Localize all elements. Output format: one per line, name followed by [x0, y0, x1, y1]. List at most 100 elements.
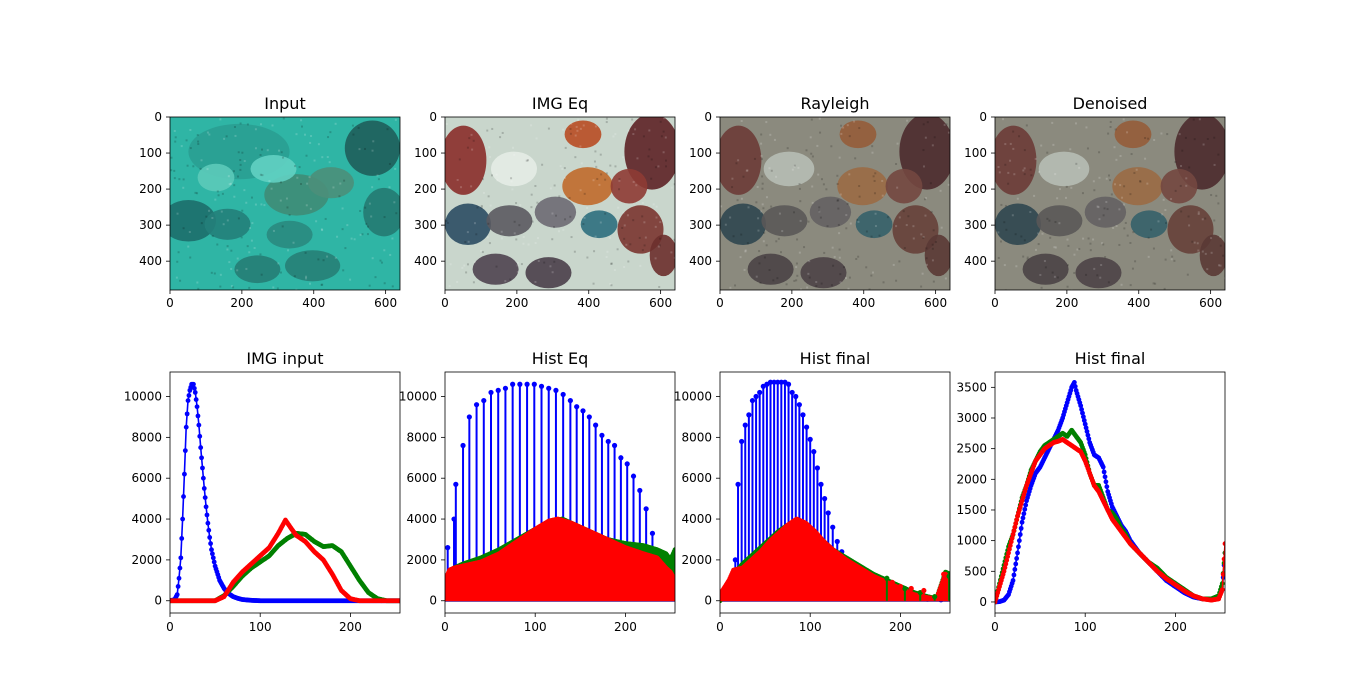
x-tick-label: 200	[505, 296, 528, 310]
stem-marker	[889, 579, 895, 585]
data-point	[178, 555, 184, 561]
stem-marker	[749, 397, 756, 404]
image-panels: Input 0 200 400 600 0 100 200 300 400 IMG Eq 0 200 40…	[139, 94, 1226, 310]
x-tick-label: 600	[924, 296, 947, 310]
data-point	[179, 536, 185, 541]
data-point	[1013, 521, 1019, 526]
y-tick-label: 6000	[406, 471, 437, 485]
data-point	[1020, 515, 1026, 521]
data-point	[1006, 550, 1011, 556]
y-tick-label: 4000	[131, 512, 162, 526]
data-point	[1079, 407, 1084, 412]
x-tick-label: 100	[524, 620, 547, 634]
image-panel-4: Denoised 0 200 400 600 0 100 200 300 400	[964, 94, 1226, 310]
stem-marker	[800, 412, 806, 418]
y-tick-label: 3000	[956, 411, 987, 425]
data-point	[197, 433, 203, 439]
isolated-stems-red	[889, 571, 947, 601]
stem-marker	[897, 583, 903, 590]
stem-marker	[757, 389, 763, 396]
stem-marker	[643, 506, 649, 512]
stem-marker	[460, 442, 466, 449]
stem-marker	[580, 408, 586, 414]
data-point	[1016, 538, 1022, 544]
stem-marker	[884, 575, 890, 581]
stem-marker	[599, 432, 605, 438]
stem-marker	[586, 414, 592, 420]
data-point	[205, 520, 211, 526]
data-point	[206, 527, 212, 533]
data-point	[177, 565, 183, 571]
stem-marker	[611, 442, 618, 449]
y-tick-label: 100	[964, 146, 987, 160]
plot-area	[995, 380, 1225, 605]
x-tick-label: 400	[852, 296, 875, 310]
stem-marker	[746, 412, 752, 418]
y-tick-label: 400	[414, 254, 437, 268]
x-tick-label: 200	[1164, 620, 1187, 634]
stem-marker	[473, 402, 480, 408]
x-tick-label: 0	[716, 296, 724, 310]
data-point	[1015, 550, 1020, 556]
data-point	[191, 381, 196, 387]
data-point	[1018, 525, 1024, 531]
stem-marker	[822, 496, 828, 502]
x-tick-label: 400	[577, 296, 600, 310]
image-panel-1: Input 0 200 400 600 0 100 200 300 400	[139, 94, 401, 310]
stem-marker	[778, 379, 784, 385]
data-point	[1012, 567, 1018, 572]
data-point	[1219, 587, 1225, 593]
stem-marker	[735, 481, 741, 487]
stem-marker	[672, 547, 675, 553]
data-point	[211, 559, 217, 565]
stem-marker	[637, 487, 643, 494]
x-tick-label: 100	[1074, 620, 1097, 634]
data-point	[1080, 414, 1086, 420]
y-tick-label: 0	[154, 594, 162, 608]
axes-frame	[444, 371, 676, 614]
stem-marker	[908, 585, 914, 592]
axes-frame	[994, 116, 1226, 291]
data-point	[397, 598, 400, 604]
series-line	[995, 438, 1225, 603]
y-tick-label: 300	[414, 218, 437, 232]
data-point	[185, 398, 191, 403]
data-point	[176, 575, 182, 581]
data-point	[1019, 519, 1025, 525]
data-point	[1084, 429, 1090, 434]
stem-marker	[618, 455, 624, 461]
data-point	[1002, 565, 1008, 571]
stem-marker	[466, 414, 472, 420]
data-point	[199, 455, 204, 461]
data-point	[1013, 561, 1019, 567]
data-point	[175, 584, 181, 589]
stem-marker	[524, 381, 530, 387]
y-tick-label: 400	[689, 254, 712, 268]
y-tick-label: 1000	[956, 534, 987, 548]
y-tick-label: 200	[414, 182, 437, 196]
y-tick-label: 10000	[399, 390, 437, 404]
stem-marker	[902, 585, 908, 592]
series-blue	[170, 381, 400, 604]
data-point	[1104, 484, 1110, 490]
stem-marker	[593, 422, 599, 428]
stem-marker	[649, 530, 656, 536]
stem-marker	[789, 389, 795, 396]
series-blue	[995, 380, 1225, 605]
data-point	[1014, 517, 1020, 523]
stem-marker	[672, 577, 675, 583]
y-tick-label: 6000	[131, 471, 162, 485]
data-point	[1022, 506, 1028, 512]
data-point	[181, 494, 186, 499]
y-tick-label: 0	[704, 110, 712, 124]
stem-marker	[811, 449, 817, 455]
x-tick-label: 200	[339, 620, 362, 634]
stem-marker	[825, 510, 831, 516]
panel-title: Denoised	[1073, 94, 1148, 113]
axes-frame	[994, 371, 1226, 614]
data-point	[1220, 571, 1225, 577]
y-tick-label: 500	[964, 564, 987, 578]
stem-marker	[445, 545, 451, 551]
x-tick-label: 200	[780, 296, 803, 310]
